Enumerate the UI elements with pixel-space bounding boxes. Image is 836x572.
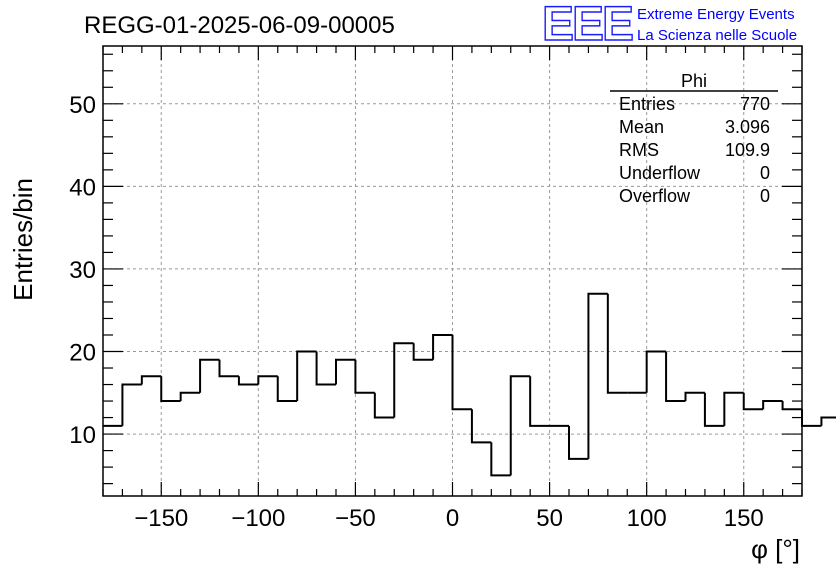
histogram-bin: [276, 376, 298, 403]
histogram-series: [103, 292, 836, 477]
x-tick-label: −150: [134, 505, 188, 532]
histogram-bin: [412, 343, 434, 361]
histogram-bin: [121, 383, 142, 426]
stats-label: Overflow: [619, 186, 691, 206]
logo-line-1: Extreme Energy Events: [637, 6, 795, 23]
histogram-bin: [606, 293, 628, 394]
histogram-bin: [684, 391, 705, 402]
eee-logo: EEE Extreme Energy Events La Scienza nel…: [541, 0, 797, 52]
stats-box: Phi Entries 770 Mean 3.096 RMS 109.9 Underflow…: [610, 71, 778, 206]
x-axis-label: φ [°]: [751, 534, 800, 564]
logo-line-2: La Scienza nelle Scuole: [637, 27, 797, 44]
histogram-bin: [315, 351, 336, 386]
chart-title: REGG-01-2025-06-09-00005: [84, 12, 395, 39]
stats-label: Underflow: [619, 163, 701, 183]
x-tick-label: 150: [724, 505, 764, 532]
histogram-bin: [432, 333, 453, 360]
histogram-bin: [335, 358, 356, 385]
histogram-bin: [470, 409, 492, 444]
x-tick-label: 100: [627, 505, 667, 532]
grid-lines: [103, 46, 802, 496]
histogram-bin: [179, 391, 201, 402]
histogram-bin: [762, 400, 783, 410]
stats-title: Phi: [681, 71, 707, 91]
y-tick-label: 10: [69, 422, 96, 449]
histogram-bin: [742, 392, 764, 411]
histogram-bin: [703, 392, 725, 427]
y-tick-label: 50: [69, 92, 96, 119]
y-axis-label: Entries/bin: [8, 178, 38, 301]
x-tick-label: −100: [231, 505, 285, 532]
stats-value: 109.9: [725, 140, 770, 160]
x-tick-label: 50: [536, 505, 563, 532]
histogram-bin: [160, 376, 181, 403]
histogram-bin: [218, 359, 239, 378]
x-tick-label: −50: [335, 505, 376, 532]
histogram-bin: [801, 409, 822, 427]
x-tick-label: 0: [446, 505, 459, 532]
x-tick-labels: −150 −100 −50 0 50 100 150: [134, 505, 764, 532]
histogram-bin: [140, 375, 162, 385]
histogram-bin: [199, 358, 220, 393]
histogram-bin: [296, 350, 317, 402]
plot-frame: [102, 45, 803, 497]
stats-value: 0: [760, 163, 770, 183]
histogram-bin: [820, 416, 836, 426]
stats-label: RMS: [619, 140, 659, 160]
histogram-bin: [354, 359, 375, 394]
histogram-bin: [509, 375, 531, 476]
y-tick-label: 40: [69, 174, 96, 201]
stats-label: Mean: [619, 117, 664, 137]
histogram-bin: [665, 351, 686, 403]
stats-label: Entries: [619, 94, 675, 114]
histogram-bin: [393, 342, 414, 418]
eee-logo-mark: EEE: [542, 0, 633, 51]
y-tick-label: 30: [69, 257, 96, 284]
histogram-bin: [587, 292, 608, 459]
stats-value: 3.096: [725, 117, 770, 137]
histogram-bin: [529, 376, 550, 427]
y-tick-label: 20: [69, 340, 96, 367]
histogram-bin: [490, 442, 511, 477]
histogram-bin: [781, 401, 802, 411]
histogram-bin: [451, 334, 472, 411]
histogram-bin: [645, 350, 667, 393]
histogram-bin: [257, 375, 278, 385]
histogram-bin: [373, 392, 395, 419]
histogram-bin: [568, 425, 589, 460]
stats-rows: Entries 770 Mean 3.096 RMS 109.9 Underflow 0 Ove…: [619, 94, 770, 206]
stats-value: 770: [740, 94, 770, 114]
y-tick-labels: 10 20 30 40 50: [69, 92, 96, 449]
histogram-bin: [723, 391, 744, 426]
stats-value: 0: [760, 186, 770, 206]
histogram-bin: [237, 376, 259, 386]
